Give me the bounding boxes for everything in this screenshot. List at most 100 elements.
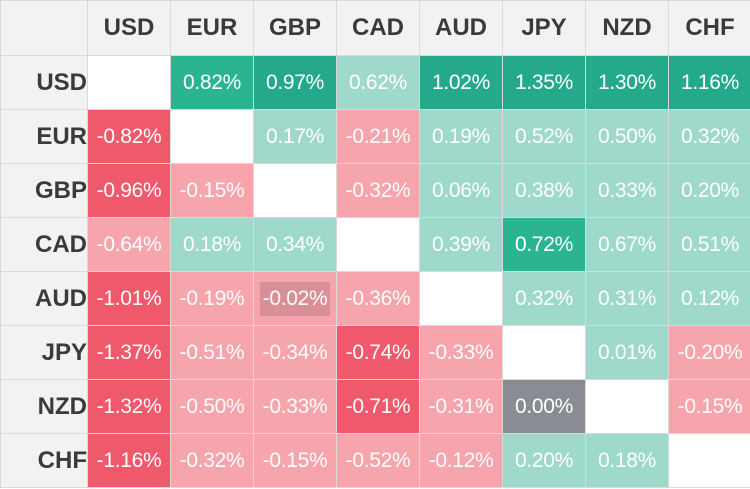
cell-value-label: 0.39% xyxy=(431,232,491,256)
cell-value-label: 0.38% xyxy=(514,178,574,202)
heatmap-cell-usd-nzd: 1.30% xyxy=(585,55,669,110)
heatmap-cell-cad-nzd: 0.67% xyxy=(585,217,669,272)
heatmap-cell-empty xyxy=(253,163,337,218)
cell-value-label: -0.50% xyxy=(179,394,245,418)
cell-value-label: -1.37% xyxy=(96,340,162,364)
heatmap-cell-chf-cad: -0.52% xyxy=(336,433,420,488)
cell-value-label: -0.52% xyxy=(345,448,411,472)
row-header-jpy: JPY xyxy=(0,325,88,380)
heatmap-cell-jpy-nzd: 0.01% xyxy=(585,325,669,380)
cell-value-label: -0.15% xyxy=(179,178,245,202)
cell-value-label: -0.20% xyxy=(677,340,743,364)
heatmap-cell-usd-chf: 1.16% xyxy=(668,55,750,110)
heatmap-cell-usd-cad: 0.62% xyxy=(336,55,420,110)
cell-value-label: -0.12% xyxy=(428,448,494,472)
heatmap-cell-empty xyxy=(87,55,171,110)
row-header-nzd: NZD xyxy=(0,379,88,434)
heatmap-cell-cad-chf: 0.51% xyxy=(668,217,750,272)
heatmap-cell-jpy-usd: -1.37% xyxy=(87,325,171,380)
heatmap-row-chf: CHF -1.16% -0.32% -0.15% -0.52% -0.12% 0.20% 0.… xyxy=(0,433,750,488)
row-header-gbp: GBP xyxy=(0,163,88,218)
heatmap-cell-usd-jpy: 1.35% xyxy=(502,55,586,110)
heatmap-cell-aud-nzd: 0.31% xyxy=(585,271,669,326)
cell-value-label: 0.50% xyxy=(597,124,657,148)
cell-value-label: 0.62% xyxy=(348,70,408,94)
heatmap-cell-nzd-cad: -0.71% xyxy=(336,379,420,434)
heatmap-cell-gbp-nzd: 0.33% xyxy=(585,163,669,218)
cell-value-label: 0.51% xyxy=(680,232,740,256)
heatmap-cell-empty xyxy=(336,217,420,272)
cell-value-label: -0.21% xyxy=(345,124,411,148)
heatmap-cell-chf-eur: -0.32% xyxy=(170,433,254,488)
cell-value-label: -0.96% xyxy=(96,178,162,202)
cell-value-label: -0.32% xyxy=(345,178,411,202)
cell-value-label: 0.01% xyxy=(597,340,657,364)
cell-value-label: 1.02% xyxy=(431,70,491,94)
heatmap-row-cad: CAD -0.64% 0.18% 0.34% 0.39% 0.72% 0.67% 0.51% xyxy=(0,217,750,272)
heatmap-cell-aud-eur: -0.19% xyxy=(170,271,254,326)
heatmap-cell-eur-gbp: 0.17% xyxy=(253,109,337,164)
heatmap-cell-eur-chf: 0.32% xyxy=(668,109,750,164)
cell-value-label: -0.32% xyxy=(179,448,245,472)
cell-value-label: 0.97% xyxy=(265,70,325,94)
column-header-nzd: NZD xyxy=(585,0,669,56)
heatmap-cell-jpy-aud: -0.33% xyxy=(419,325,503,380)
cell-value-label: 0.72% xyxy=(514,232,574,256)
cell-value-label: 0.18% xyxy=(182,232,242,256)
heatmap-cell-cad-aud: 0.39% xyxy=(419,217,503,272)
cell-value-label: -0.31% xyxy=(428,394,494,418)
cell-value-label: 0.17% xyxy=(265,124,325,148)
cell-value-label: 1.30% xyxy=(597,70,657,94)
heatmap-cell-aud-jpy: 0.32% xyxy=(502,271,586,326)
cell-value-label: 0.20% xyxy=(680,178,740,202)
heatmap-cell-usd-eur: 0.82% xyxy=(170,55,254,110)
heatmap-row-jpy: JPY -1.37% -0.51% -0.34% -0.74% -0.33% 0.01% -0… xyxy=(0,325,750,380)
heatmap-cell-nzd-gbp: -0.33% xyxy=(253,379,337,434)
column-header-gbp: GBP xyxy=(253,0,337,56)
heatmap-body: USD 0.82% 0.97% 0.62% 1.02% 1.35% 1.30% 1.16% EU… xyxy=(0,55,750,488)
cell-value-label: -0.34% xyxy=(262,340,328,364)
heatmap-row-eur: EUR -0.82% 0.17% -0.21% 0.19% 0.52% 0.50% 0.32% xyxy=(0,109,750,164)
heatmap-cell-aud-chf: 0.12% xyxy=(668,271,750,326)
heatmap-cell-cad-gbp: 0.34% xyxy=(253,217,337,272)
heatmap-cell-eur-cad: -0.21% xyxy=(336,109,420,164)
cell-value-label: 0.18% xyxy=(597,448,657,472)
cell-value-label: -0.15% xyxy=(677,394,743,418)
cell-value-label: 0.19% xyxy=(431,124,491,148)
heatmap-cell-chf-usd: -1.16% xyxy=(87,433,171,488)
heatmap-cell-jpy-cad: -0.74% xyxy=(336,325,420,380)
cell-value-label: 0.82% xyxy=(182,70,242,94)
cell-value-label: 0.32% xyxy=(680,124,740,148)
cell-value-label: 0.12% xyxy=(680,286,740,310)
column-header-cad: CAD xyxy=(336,0,420,56)
row-header-aud: AUD xyxy=(0,271,88,326)
heatmap-cell-empty xyxy=(170,109,254,164)
heatmap-cell-jpy-eur: -0.51% xyxy=(170,325,254,380)
heatmap-row-usd: USD 0.82% 0.97% 0.62% 1.02% 1.35% 1.30% 1.16% xyxy=(0,55,750,110)
heatmap-cell-empty xyxy=(502,325,586,380)
heatmap-cell-jpy-chf: -0.20% xyxy=(668,325,750,380)
heatmap-cell-nzd-chf: -0.15% xyxy=(668,379,750,434)
heatmap-cell-usd-gbp: 0.97% xyxy=(253,55,337,110)
heatmap-cell-aud-cad: -0.36% xyxy=(336,271,420,326)
cell-value-label: -0.33% xyxy=(428,340,494,364)
column-header-jpy: JPY xyxy=(502,0,586,56)
heatmap-cell-nzd-usd: -1.32% xyxy=(87,379,171,434)
corner-cell xyxy=(0,0,88,56)
cell-value-label: -0.71% xyxy=(345,394,411,418)
heatmap-cell-nzd-jpy: 0.00% xyxy=(502,379,586,434)
heatmap-cell-eur-aud: 0.19% xyxy=(419,109,503,164)
cell-value-label: -0.36% xyxy=(345,286,411,310)
heatmap-cell-gbp-eur: -0.15% xyxy=(170,163,254,218)
heatmap-cell-jpy-gbp: -0.34% xyxy=(253,325,337,380)
cell-value-label: -0.19% xyxy=(179,286,245,310)
cell-value-label: 0.67% xyxy=(597,232,657,256)
heatmap-cell-cad-usd: -0.64% xyxy=(87,217,171,272)
cell-value-label: -0.02% xyxy=(260,281,330,316)
column-header-eur: EUR xyxy=(170,0,254,56)
cell-value-label: 1.35% xyxy=(514,70,574,94)
row-header-usd: USD xyxy=(0,55,88,110)
heatmap-cell-eur-nzd: 0.50% xyxy=(585,109,669,164)
heatmap-cell-nzd-aud: -0.31% xyxy=(419,379,503,434)
heatmap-cell-empty xyxy=(419,271,503,326)
